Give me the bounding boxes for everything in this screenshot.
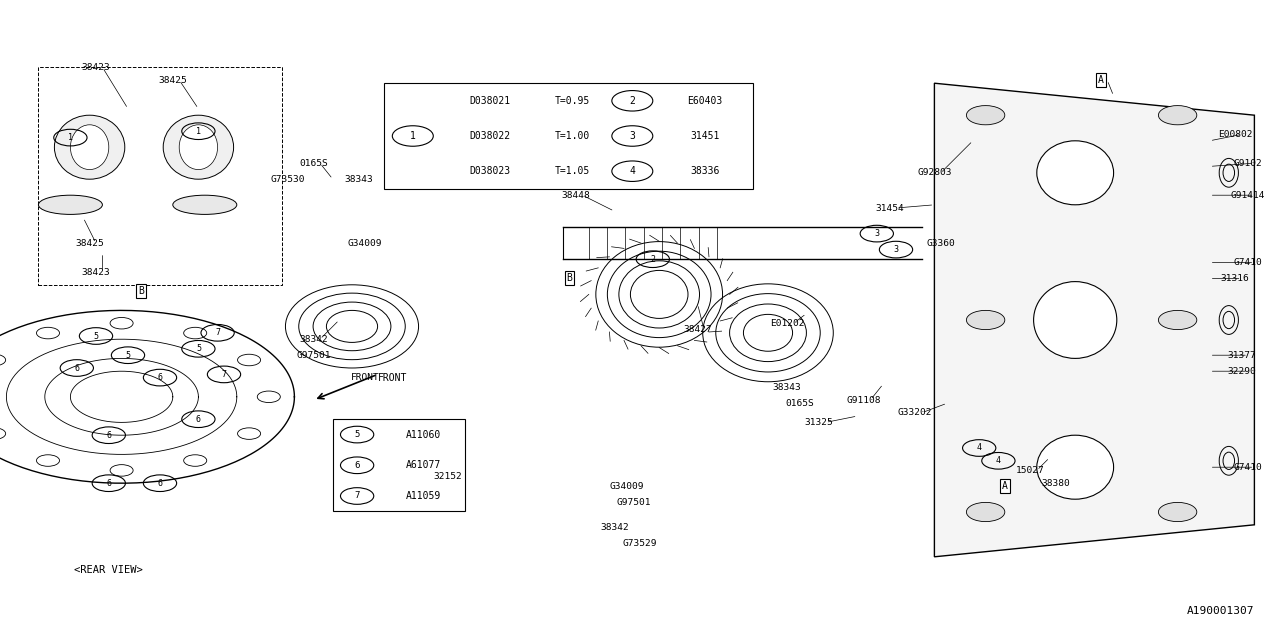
Text: G92803: G92803: [918, 168, 951, 177]
Ellipse shape: [38, 195, 102, 214]
Text: 4: 4: [996, 456, 1001, 465]
Text: G7410: G7410: [1234, 258, 1262, 267]
Text: G9102: G9102: [1234, 159, 1262, 168]
Text: D038022: D038022: [468, 131, 511, 141]
Text: 1: 1: [196, 127, 201, 136]
Circle shape: [1158, 106, 1197, 125]
Text: 31325: 31325: [805, 418, 833, 427]
Text: G34009: G34009: [611, 482, 644, 491]
Text: 3: 3: [630, 131, 635, 141]
Text: 38423: 38423: [82, 268, 110, 276]
Text: 6: 6: [157, 373, 163, 382]
Text: 38427: 38427: [684, 325, 712, 334]
Circle shape: [966, 106, 1005, 125]
Text: E00802: E00802: [1219, 130, 1252, 139]
Text: 7: 7: [355, 492, 360, 500]
Text: 38342: 38342: [600, 524, 628, 532]
Text: 2: 2: [630, 96, 635, 106]
Circle shape: [966, 502, 1005, 522]
Text: 7: 7: [215, 328, 220, 337]
Text: 5: 5: [125, 351, 131, 360]
Text: FRONT: FRONT: [351, 373, 379, 382]
Text: A: A: [1098, 75, 1103, 85]
Text: <REAR VIEW>: <REAR VIEW>: [74, 564, 143, 575]
Circle shape: [1158, 502, 1197, 522]
Text: 38448: 38448: [562, 191, 590, 200]
FancyBboxPatch shape: [333, 419, 465, 511]
Text: A: A: [1002, 481, 1007, 492]
Ellipse shape: [1034, 282, 1116, 358]
Text: 38425: 38425: [76, 239, 104, 248]
Text: 38343: 38343: [773, 383, 801, 392]
Text: G73529: G73529: [623, 540, 657, 548]
Text: G91414: G91414: [1231, 191, 1265, 200]
Text: A190001307: A190001307: [1187, 606, 1254, 616]
Text: 31316: 31316: [1221, 274, 1249, 283]
Text: 38423: 38423: [82, 63, 110, 72]
Ellipse shape: [164, 115, 234, 179]
Text: 31377: 31377: [1228, 351, 1256, 360]
Text: 32152: 32152: [434, 472, 462, 481]
Text: FRONT: FRONT: [378, 372, 407, 383]
Text: 1: 1: [410, 131, 416, 141]
Text: 6: 6: [106, 431, 111, 440]
Text: 38380: 38380: [1042, 479, 1070, 488]
Text: 32290: 32290: [1228, 367, 1256, 376]
Circle shape: [1158, 310, 1197, 330]
Text: 0165S: 0165S: [786, 399, 814, 408]
Text: 31451: 31451: [690, 131, 719, 141]
Text: 38425: 38425: [159, 76, 187, 84]
Polygon shape: [934, 83, 1254, 557]
Text: 6: 6: [355, 461, 360, 470]
Text: B: B: [138, 286, 143, 296]
Circle shape: [966, 310, 1005, 330]
FancyBboxPatch shape: [384, 83, 753, 189]
Text: 6: 6: [74, 364, 79, 372]
Text: 6: 6: [157, 479, 163, 488]
Text: G3360: G3360: [927, 239, 955, 248]
Ellipse shape: [70, 125, 109, 170]
Text: G73530: G73530: [271, 175, 305, 184]
Text: 5: 5: [196, 344, 201, 353]
Text: 0165S: 0165S: [300, 159, 328, 168]
Text: 38336: 38336: [690, 166, 719, 176]
Text: 4: 4: [630, 166, 635, 176]
Ellipse shape: [179, 125, 218, 170]
Text: E60403: E60403: [687, 96, 722, 106]
Text: E01202: E01202: [771, 319, 804, 328]
Text: G91108: G91108: [847, 396, 881, 404]
Ellipse shape: [1037, 141, 1114, 205]
Text: G34009: G34009: [348, 239, 381, 248]
Text: T=1.00: T=1.00: [556, 131, 590, 141]
Text: 38342: 38342: [300, 335, 328, 344]
Text: A61077: A61077: [406, 460, 440, 470]
Text: 3: 3: [893, 245, 899, 254]
Text: 38343: 38343: [344, 175, 372, 184]
Text: 4: 4: [977, 444, 982, 452]
Text: 6: 6: [106, 479, 111, 488]
Text: G97501: G97501: [617, 498, 650, 507]
Text: G7410: G7410: [1234, 463, 1262, 472]
Text: 3: 3: [874, 229, 879, 238]
Text: 7: 7: [221, 370, 227, 379]
Text: 6: 6: [196, 415, 201, 424]
Text: T=0.95: T=0.95: [556, 96, 590, 106]
Ellipse shape: [173, 195, 237, 214]
Text: G33202: G33202: [899, 408, 932, 417]
Text: 1: 1: [68, 133, 73, 142]
Ellipse shape: [1037, 435, 1114, 499]
Text: 15027: 15027: [1016, 466, 1044, 475]
Text: D038021: D038021: [468, 96, 511, 106]
Text: B: B: [567, 273, 572, 284]
Text: 31454: 31454: [876, 204, 904, 212]
Text: A11060: A11060: [406, 429, 440, 440]
Text: G97501: G97501: [297, 351, 330, 360]
Text: 2: 2: [650, 255, 655, 264]
Text: T=1.05: T=1.05: [556, 166, 590, 176]
Ellipse shape: [55, 115, 125, 179]
Text: 5: 5: [93, 332, 99, 340]
Text: A11059: A11059: [406, 491, 440, 501]
Text: 5: 5: [355, 430, 360, 439]
Text: D038023: D038023: [468, 166, 511, 176]
